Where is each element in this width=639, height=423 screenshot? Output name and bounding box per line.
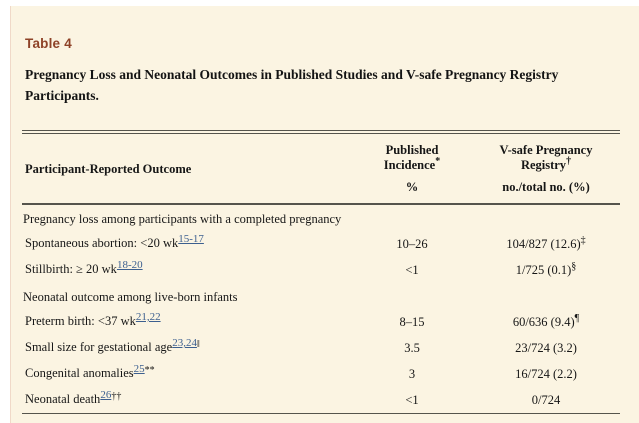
footnote-marker: ¶ <box>574 313 580 325</box>
asterisk-footnote-marker: * <box>435 155 441 167</box>
col-header-outcome-label: Participant-Reported Outcome <box>25 161 192 176</box>
section-label: Pregnancy loss among participants with a… <box>23 212 342 226</box>
vsafe-header-name: V-safe Pregnancy Registry† <box>499 143 593 172</box>
reference-link[interactable]: 26 <box>100 389 112 401</box>
section-label: Neonatal outcome among live-born infants <box>23 290 238 304</box>
published-incidence-value: 10–26 <box>396 236 428 251</box>
table-label: Table 4 <box>25 36 72 51</box>
published-header-unit: % <box>405 180 419 194</box>
table-row-spontaneous-abortion: Spontaneous abortion: <20 wk15-17 10–26 … <box>22 231 620 257</box>
published-incidence-value: <1 <box>405 392 419 407</box>
reference-link[interactable]: 18-20 <box>116 259 143 271</box>
reference-link[interactable]: 25 <box>133 363 145 375</box>
dagger-footnote-marker: † <box>566 155 572 167</box>
outcome-label: Neonatal death <box>25 392 101 406</box>
vsafe-value: 1/725 (0.1)§ <box>515 261 577 277</box>
table-row-preterm-birth: Preterm birth: <37 wk21,22 8–15 60/636 (… <box>22 309 620 335</box>
col-header-published-incidence: Published Incidence* % <box>352 132 472 204</box>
table-row-neonatal-death: Neonatal death26†† <1 0/724 <box>22 387 620 414</box>
vsafe-value: 60/636 (9.4)¶ <box>512 313 580 329</box>
footnote-marker: ‡ <box>580 235 586 247</box>
vsafe-value: 23/724 (3.2) <box>515 340 577 355</box>
section-row-pregnancy-loss: Pregnancy loss among participants with a… <box>22 204 620 231</box>
col-header-outcome: Participant-Reported Outcome <box>22 132 352 204</box>
table-row-stillbirth: Stillbirth: ≥ 20 wk18-20 <1 1/725 (0.1)§ <box>22 257 620 283</box>
outcome-label: Preterm birth: <37 wk <box>25 314 136 328</box>
published-incidence-value: 3 <box>408 366 416 381</box>
outcome-label: Stillbirth: ≥ 20 wk <box>25 262 117 276</box>
table-caption: Pregnancy Loss and Neonatal Outcomes in … <box>25 67 559 103</box>
footnote-marker: ‖ <box>196 338 200 350</box>
section-row-neonatal-outcome: Neonatal outcome among live-born infants <box>22 283 620 309</box>
reference-link[interactable]: 15-17 <box>178 233 204 245</box>
table-row-small-size: Small size for gestational age23,24‖ 3.5… <box>22 335 620 361</box>
article-panel: Table 4 Pregnancy Loss and Neonatal Outc… <box>10 6 639 423</box>
outcome-label: Small size for gestational age <box>25 340 173 354</box>
outcome-label: Spontaneous abortion: <20 wk <box>25 236 179 250</box>
table-row-congenital-anomalies: Congenital anomalies25** 3 16/724 (2.2) <box>22 361 620 387</box>
published-incidence-value: <1 <box>405 262 419 277</box>
footnote-marker: †† <box>111 390 122 402</box>
vsafe-value: 104/827 (12.6)‡ <box>506 235 586 251</box>
outcomes-table: Participant-Reported Outcome Published I… <box>22 130 620 414</box>
published-incidence-value: 8–15 <box>399 314 425 329</box>
vsafe-header-unit: no./total no. (%) <box>502 180 590 194</box>
reference-link[interactable]: 21,22 <box>135 311 161 323</box>
published-header-name: Published Incidence* <box>383 143 441 172</box>
table-header-row: Participant-Reported Outcome Published I… <box>22 132 620 204</box>
footnote-marker: ** <box>144 364 155 376</box>
footnote-marker: § <box>571 261 577 273</box>
outcome-label: Congenital anomalies <box>25 366 134 380</box>
vsafe-value: 16/724 (2.2) <box>515 366 577 381</box>
reference-link[interactable]: 23,24 <box>172 337 197 349</box>
vsafe-value: 0/724 <box>531 392 561 407</box>
published-incidence-value: 3.5 <box>404 340 420 355</box>
col-header-vsafe-registry: V-safe Pregnancy Registry† no./total no.… <box>472 132 620 204</box>
